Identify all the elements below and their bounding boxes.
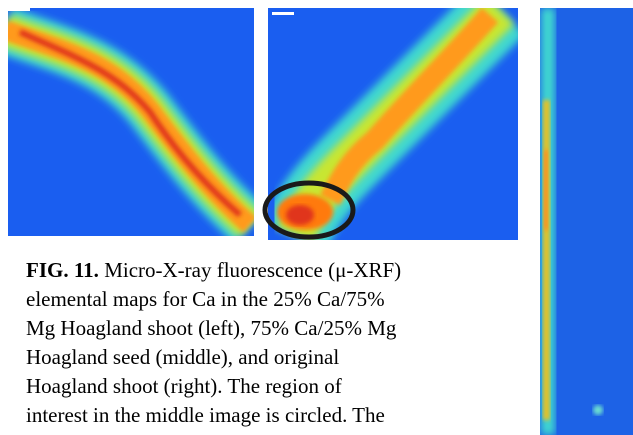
caption-text: Hoagland seed (middle), and original <box>26 345 339 369</box>
caption-line: Mg Hoagland shoot (left), 75% Ca/25% Mg <box>26 314 536 343</box>
caption-line: FIG. 11. Micro-X-ray fluorescence (μ-XRF… <box>26 256 536 285</box>
map-left <box>5 8 254 236</box>
caption-line: Hoagland seed (middle), and original <box>26 343 536 372</box>
page: FIG. 11. Micro-X-ray fluorescence (μ-XRF… <box>0 0 633 435</box>
caption-line: Hoagland shoot (right). The region of <box>26 372 536 401</box>
map-right <box>540 8 633 435</box>
caption-text: Mg Hoagland shoot (left), 75% Ca/25% Mg <box>26 316 396 340</box>
caption: FIG. 11. Micro-X-ray fluorescence (μ-XRF… <box>26 256 536 430</box>
caption-line: elemental maps for Ca in the 25% Ca/75% <box>26 285 536 314</box>
caption-text: interest in the middle image is circled.… <box>26 403 385 427</box>
caption-text: Hoagland shoot (right). The region of <box>26 374 342 398</box>
caption-text: elemental maps for Ca in the 25% Ca/75% <box>26 287 385 311</box>
caption-text: Micro-X-ray fluorescence (μ-XRF) <box>99 258 401 282</box>
figure-label: FIG. 11. <box>26 258 99 282</box>
caption-line: interest in the middle image is circled.… <box>26 401 536 430</box>
map-middle <box>268 8 518 240</box>
